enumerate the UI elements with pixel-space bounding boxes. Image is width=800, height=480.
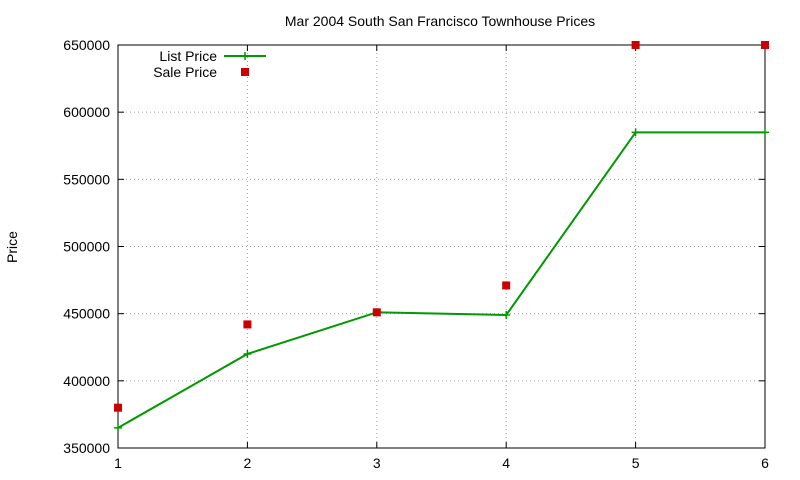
y-tick-label: 350000	[63, 440, 110, 456]
axis-ticks: 350000 400000 450000 500000 550000 600000 6500…	[63, 37, 769, 471]
y-tick-label: 650000	[63, 37, 110, 53]
legend-marker	[241, 68, 249, 76]
series-line	[117, 131, 765, 429]
data-point	[372, 308, 381, 317]
data-point	[502, 311, 511, 320]
data-point	[631, 41, 640, 49]
series	[114, 41, 769, 432]
data-point	[114, 423, 122, 432]
x-tick-label: 5	[632, 455, 640, 471]
x-tick-label: 1	[114, 455, 122, 471]
y-tick-label: 550000	[63, 171, 110, 187]
x-tick-label: 3	[373, 455, 381, 471]
legend-entry: Sale Price	[153, 64, 249, 80]
data-point	[761, 128, 769, 137]
x-tick-label: 6	[761, 455, 769, 471]
data-point	[243, 320, 252, 329]
series-sale-price	[114, 41, 769, 412]
chart-title: Mar 2004 South San Francisco Townhouse P…	[285, 13, 595, 29]
series-list-price	[114, 128, 769, 432]
y-tick-label: 600000	[63, 104, 110, 120]
data-point	[243, 349, 252, 358]
legend-entry: List Price	[159, 48, 266, 64]
data-point	[761, 41, 769, 49]
data-point	[631, 128, 640, 137]
plot-frame	[117, 44, 766, 449]
x-tick-label: 4	[502, 455, 510, 471]
y-tick-label: 400000	[63, 373, 110, 389]
y-axis-label: Price	[4, 231, 20, 263]
legend-label: List Price	[159, 48, 217, 64]
x-tick-label: 2	[244, 455, 252, 471]
legend-label: Sale Price	[153, 64, 217, 80]
legend-marker	[241, 52, 249, 60]
data-point	[114, 403, 122, 412]
y-tick-label: 450000	[63, 306, 110, 322]
y-tick-label: 500000	[63, 239, 110, 255]
grid	[118, 45, 765, 448]
data-point	[502, 281, 511, 290]
